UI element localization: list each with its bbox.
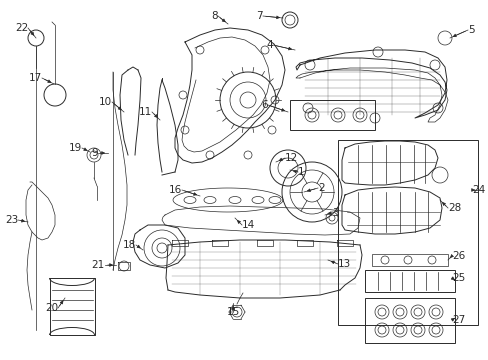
- Text: 9: 9: [91, 148, 98, 158]
- Text: 16: 16: [168, 185, 182, 195]
- Text: 17: 17: [29, 73, 42, 83]
- Bar: [364, 270, 454, 292]
- Text: 10: 10: [99, 97, 112, 107]
- Text: 6: 6: [261, 100, 267, 110]
- Text: 12: 12: [285, 153, 298, 163]
- Text: 11: 11: [139, 107, 152, 117]
- Text: 25: 25: [451, 273, 464, 283]
- Text: 27: 27: [451, 315, 464, 325]
- Text: 8: 8: [211, 11, 218, 21]
- Text: 3: 3: [331, 208, 338, 218]
- Text: 22: 22: [15, 23, 28, 33]
- Text: 23: 23: [5, 215, 18, 225]
- Bar: [289, 100, 374, 130]
- Text: 7: 7: [256, 11, 263, 21]
- Text: 1: 1: [297, 167, 304, 177]
- Text: 14: 14: [242, 220, 255, 230]
- Bar: [371, 254, 447, 266]
- Text: 13: 13: [337, 259, 350, 269]
- Text: 21: 21: [92, 260, 105, 270]
- Bar: [364, 298, 454, 343]
- Text: 26: 26: [451, 251, 464, 261]
- Text: 24: 24: [471, 185, 484, 195]
- Text: 15: 15: [226, 307, 239, 317]
- Bar: [337, 140, 477, 325]
- Text: 4: 4: [266, 40, 272, 50]
- Text: 19: 19: [69, 143, 82, 153]
- Text: 18: 18: [122, 240, 136, 250]
- Text: 2: 2: [317, 183, 324, 193]
- Text: 20: 20: [45, 303, 58, 313]
- Text: 28: 28: [447, 203, 460, 213]
- Text: 5: 5: [467, 25, 474, 35]
